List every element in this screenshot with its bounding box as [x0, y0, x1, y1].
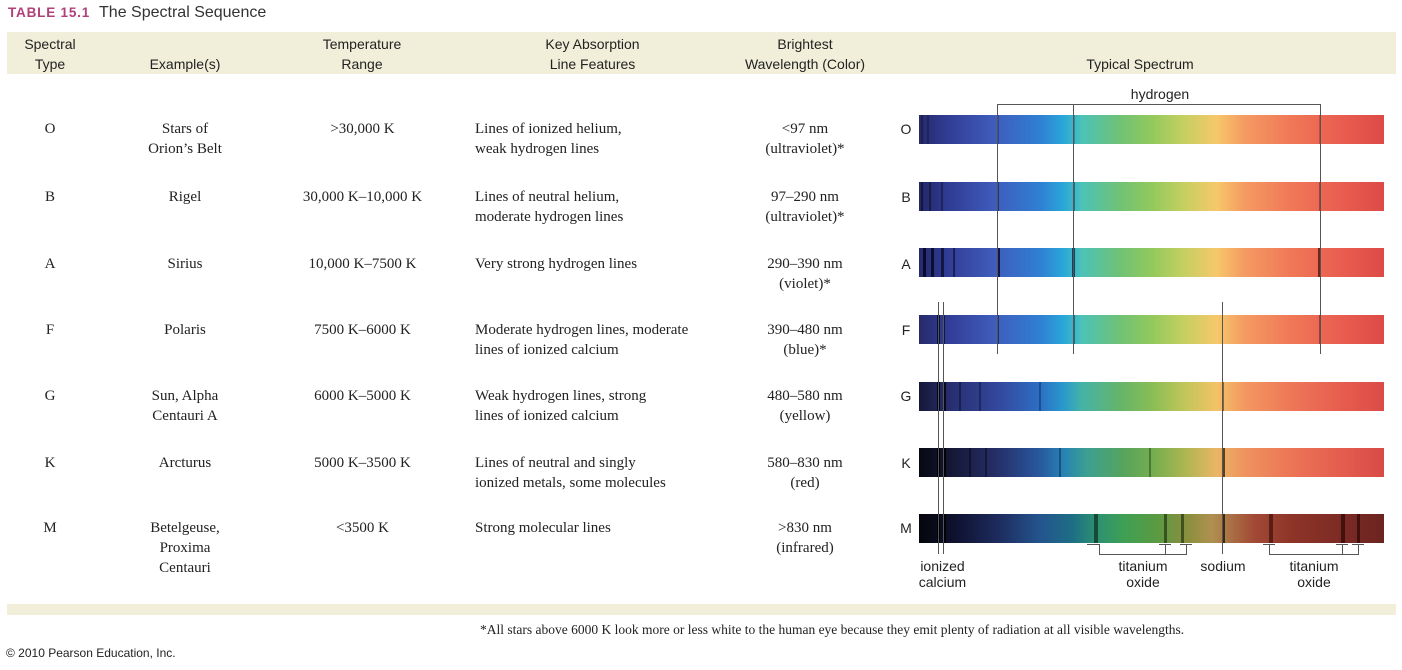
cell-temperature: 10,000 K–7500 K — [308, 256, 417, 272]
spectrum-letter-b: B — [901, 189, 911, 205]
header-spectral-type: Spectral Type — [24, 36, 76, 72]
label-titanium-oxide-1: titanium oxide — [1118, 558, 1168, 590]
cell-examples: Rigel — [168, 189, 202, 205]
table-title-bar: TABLE 15.1 The Spectral Sequence — [8, 4, 266, 28]
cell-wavelength: 97–290 nm (ultraviolet)* — [765, 189, 845, 225]
cell-type: K — [44, 455, 56, 471]
spectrum-bar-g — [919, 382, 1384, 411]
cell-examples: Betelgeuse, Proxima Centauri — [150, 520, 220, 576]
cell-temperature: 30,000 K–10,000 K — [302, 189, 423, 205]
spectrum-bar-b — [919, 182, 1384, 211]
header-typical-spectrum: Typical Spectrum — [1086, 56, 1194, 72]
header-examples: Example(s) — [149, 56, 221, 72]
cell-temperature: 6000 K–5000 K — [314, 388, 411, 404]
hydrogen-line-guide — [997, 104, 998, 354]
hydrogen-line-guide — [1320, 104, 1321, 354]
cell-type: M — [43, 520, 57, 536]
calcium-line-guide — [943, 302, 944, 554]
cell-wavelength: <97 nm (ultraviolet)* — [765, 121, 845, 157]
hydrogen-bracket — [997, 104, 1321, 105]
label-ionized-calcium: ionized calcium — [918, 558, 967, 590]
cell-absorption-lines: Very strong hydrogen lines — [475, 256, 638, 272]
spectrum-letter-k: K — [901, 455, 911, 471]
cell-wavelength: 480–580 nm (yellow) — [767, 388, 843, 424]
cell-absorption-lines: Lines of neutral helium, moderate hydrog… — [475, 189, 624, 225]
spectrum-bar-a — [919, 248, 1384, 277]
cell-absorption-lines: Moderate hydrogen lines, moderate lines … — [475, 322, 689, 358]
titanium-oxide-bracket — [1269, 544, 1270, 554]
spectrum-letter-a: A — [901, 256, 911, 272]
titanium-oxide-bracket — [1099, 544, 1100, 554]
bottom-band — [7, 604, 1396, 615]
spectrum-bar-o — [919, 115, 1384, 144]
titanium-oxide-bracket — [1087, 544, 1099, 545]
label-titanium-oxide-2: titanium oxide — [1289, 558, 1339, 590]
cell-examples: Stars of Orion’s Belt — [148, 121, 222, 157]
cell-type: A — [44, 256, 56, 272]
cell-absorption-lines: Lines of ionized helium, weak hydrogen l… — [475, 121, 622, 157]
cell-absorption-lines: Lines of neutral and singly ionized meta… — [475, 455, 666, 491]
titanium-oxide-bracket — [1165, 544, 1166, 554]
titanium-oxide-bracket — [1263, 544, 1275, 545]
spectrum-letter-f: F — [901, 322, 911, 338]
titanium-oxide-bracket — [1269, 554, 1359, 555]
spectrum-letter-o: O — [900, 121, 912, 137]
titanium-oxide-bracket — [1342, 544, 1343, 554]
cell-wavelength: 290–390 nm (violet)* — [767, 256, 843, 292]
spectrum-letter-m: M — [900, 520, 912, 536]
spectrum-letter-g: G — [900, 388, 912, 404]
cell-examples: Sun, Alpha Centauri A — [151, 388, 219, 424]
titanium-oxide-bracket — [1186, 544, 1187, 554]
cell-temperature: <3500 K — [335, 520, 390, 536]
copyright: © 2010 Pearson Education, Inc. — [6, 646, 176, 660]
cell-absorption-lines: Strong molecular lines — [475, 520, 611, 536]
header-temperature: Temperature Range — [322, 36, 402, 72]
table-number: TABLE 15.1 — [8, 5, 91, 20]
cell-absorption-lines: Weak hydrogen lines, strong lines of ion… — [475, 388, 647, 424]
titanium-oxide-bracket — [1358, 544, 1359, 554]
titanium-oxide-bracket — [1352, 544, 1364, 545]
sodium-line-guide — [1222, 302, 1223, 554]
calcium-line-guide — [938, 302, 939, 554]
cell-examples: Polaris — [164, 322, 206, 338]
cell-wavelength: 390–480 nm (blue)* — [767, 322, 843, 358]
label-hydrogen: hydrogen — [1130, 86, 1190, 102]
cell-type: O — [44, 121, 56, 137]
label-sodium: sodium — [1200, 558, 1246, 574]
spectrum-bar-f — [919, 315, 1384, 344]
cell-type: G — [44, 388, 56, 404]
cell-wavelength: >830 nm (infrared) — [776, 520, 834, 556]
titanium-oxide-bracket — [1180, 544, 1192, 545]
titanium-oxide-bracket — [1099, 554, 1187, 555]
titanium-oxide-bracket — [1159, 544, 1171, 545]
spectrum-bar-k — [919, 448, 1384, 477]
cell-temperature: >30,000 K — [330, 121, 395, 137]
cell-type: B — [44, 189, 55, 205]
header-band — [7, 32, 1396, 74]
cell-examples: Sirius — [167, 256, 203, 272]
header-absorption-lines: Key Absorption Line Features — [545, 36, 640, 72]
cell-examples: Arcturus — [158, 455, 212, 471]
cell-type: F — [45, 322, 55, 338]
cell-temperature: 5000 K–3500 K — [314, 455, 411, 471]
footnote: *All stars above 6000 K look more or les… — [480, 622, 1185, 637]
cell-temperature: 7500 K–6000 K — [314, 322, 411, 338]
cell-wavelength: 580–830 nm (red) — [767, 455, 843, 491]
table-title: The Spectral Sequence — [99, 4, 267, 21]
hydrogen-line-guide — [1073, 104, 1074, 354]
header-wavelength: Brightest Wavelength (Color) — [744, 36, 866, 72]
spectrum-bar-m — [919, 514, 1384, 543]
titanium-oxide-bracket — [1336, 544, 1348, 545]
